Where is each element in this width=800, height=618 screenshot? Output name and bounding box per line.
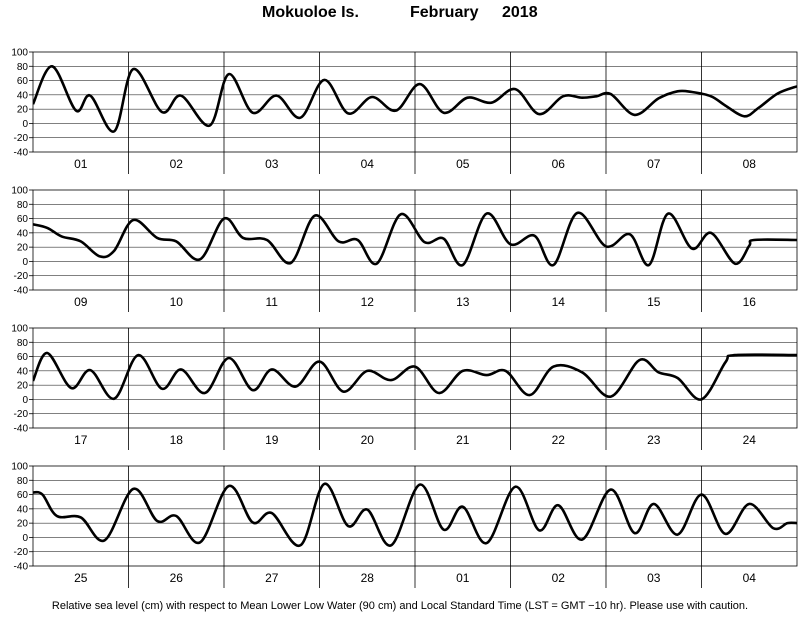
y-tick-label: 20 [17, 105, 29, 116]
chart-title: Mokuoloe Is. February 2018 [0, 4, 800, 26]
y-tick-label: 40 [17, 504, 29, 515]
day-label: 28 [361, 571, 375, 585]
y-tick-label: 80 [17, 338, 29, 349]
day-label: 22 [552, 433, 566, 447]
tide-series-line [33, 211, 797, 267]
y-tick-label: 20 [17, 519, 29, 530]
day-label: 26 [170, 571, 184, 585]
day-label: 04 [743, 571, 757, 585]
day-label: 11 [266, 295, 279, 309]
y-tick-label: 0 [22, 257, 28, 268]
day-label: 25 [74, 571, 88, 585]
y-tick-label: 20 [17, 381, 29, 392]
y-tick-label: 80 [17, 476, 29, 487]
day-label: 19 [265, 433, 279, 447]
day-label: 08 [743, 157, 757, 171]
day-label: 20 [361, 433, 375, 447]
chart-panel-3: -40 -20 0 20 40 60 80 100 17 18 19 20 21 22 23 24 [11, 324, 798, 450]
y-tick-label: 0 [22, 395, 28, 406]
day-label: 03 [647, 571, 661, 585]
chart-panel-1: -40 -20 0 20 40 60 80 100 01 02 03 04 05 06 07 08 [11, 48, 798, 174]
day-label: 09 [74, 295, 88, 309]
y-tick-label: -40 [14, 286, 29, 297]
y-tick-label: 100 [11, 324, 28, 335]
day-label: 27 [265, 571, 279, 585]
y-tick-label: -20 [14, 409, 29, 420]
title-month: February [410, 4, 479, 21]
day-label: 01 [456, 571, 470, 585]
y-tick-label: -40 [14, 424, 29, 435]
title-year: 2018 [502, 4, 538, 21]
day-label: 13 [456, 295, 470, 309]
y-tick-label: 60 [17, 214, 29, 225]
y-tick-label: -20 [14, 547, 29, 558]
y-tick-label: 0 [22, 119, 28, 130]
chart-footnote: Relative sea level (cm) with respect to … [51, 600, 749, 612]
chart-panel-2: -40 -20 0 20 40 60 80 100 09 10 11 12 13 14 15 16 [11, 186, 798, 312]
y-tick-label: 40 [17, 366, 29, 377]
y-tick-label: 60 [17, 352, 29, 363]
day-label: 16 [743, 295, 757, 309]
day-label: 01 [74, 157, 88, 171]
day-label: 14 [552, 295, 566, 309]
day-label: 03 [265, 157, 279, 171]
y-tick-label: 100 [11, 186, 28, 197]
day-label: 02 [170, 157, 184, 171]
y-tick-label: -20 [14, 133, 29, 144]
day-label: 07 [647, 157, 661, 171]
day-label: 15 [647, 295, 661, 309]
day-label: 21 [456, 433, 470, 447]
y-tick-label: 80 [17, 62, 29, 73]
day-label: 04 [361, 157, 375, 171]
y-tick-label: 0 [22, 533, 28, 544]
tide-series-line [33, 482, 797, 547]
day-label: 17 [74, 433, 88, 447]
title-location: Mokuoloe Is. [262, 4, 359, 21]
chart-panel-4: -40 -20 0 20 40 60 80 100 25 26 27 28 01 02 03 04 [11, 462, 798, 588]
y-tick-label: 100 [11, 462, 28, 473]
day-label: 23 [647, 433, 661, 447]
day-label: 10 [170, 295, 184, 309]
y-tick-label: -40 [14, 562, 29, 573]
y-tick-label: 80 [17, 200, 29, 211]
day-label: 06 [552, 157, 566, 171]
y-tick-label: -40 [14, 148, 29, 159]
y-tick-label: 40 [17, 228, 29, 239]
y-tick-label: 100 [11, 48, 28, 59]
tide-series-line [33, 351, 797, 401]
y-tick-label: 40 [17, 90, 29, 101]
day-label: 02 [552, 571, 566, 585]
y-tick-label: 60 [17, 490, 29, 501]
y-tick-label: 20 [17, 243, 29, 254]
tide-series-line [33, 65, 797, 133]
day-label: 12 [361, 295, 375, 309]
day-label: 24 [743, 433, 757, 447]
day-label: 18 [170, 433, 184, 447]
day-label: 05 [456, 157, 470, 171]
y-tick-label: 60 [17, 76, 29, 87]
y-tick-label: -20 [14, 271, 29, 282]
